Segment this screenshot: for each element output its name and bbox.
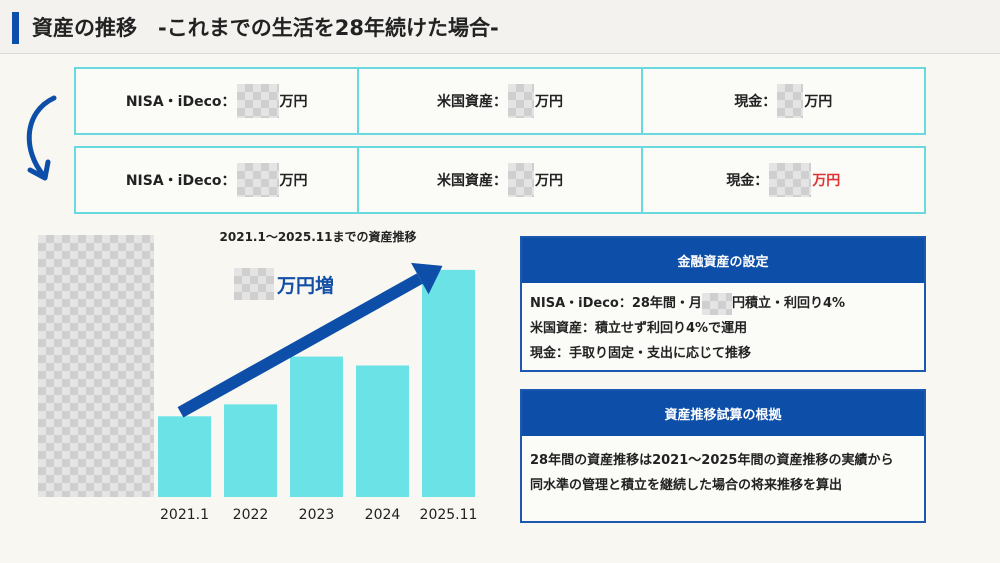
- masked-value: [236, 163, 279, 197]
- masked-image-area: [38, 235, 154, 497]
- nisa-unit: 万円: [279, 94, 308, 110]
- settings-box: 金融資産の設定 NISA・iDeco：28年間・月 円積立・利回り4% 米国資産：…: [520, 236, 926, 372]
- curved-down-arrow-icon: [26, 95, 57, 181]
- settings-line-cash: 現金：手取り固定・支出に応じて推移: [530, 346, 752, 361]
- settings-line-nisa-prefix: NISA・iDeco：28年間・月: [530, 296, 702, 311]
- bar-2025.11: [422, 269, 475, 497]
- nisa-label: NISA・iDeco：: [125, 173, 236, 189]
- x-tick-label: 2023: [299, 507, 335, 523]
- masked-value: [701, 292, 732, 315]
- x-tick-label: 2025.11: [420, 507, 478, 523]
- masked-value: [769, 163, 812, 197]
- x-tick-label: 2022: [233, 507, 269, 523]
- masked-value: [507, 84, 534, 118]
- settings-line-us: 米国資産：積立せず利回り4%で運用: [530, 321, 748, 336]
- cash-unit: 万円: [812, 173, 841, 189]
- basis-box: 資産推移試算の根拠 28年間の資産推移は2021〜2025年間の資産推移の実績か…: [520, 389, 926, 523]
- nisa-unit: 万円: [279, 173, 308, 189]
- settings-line-nisa: NISA・iDeco：28年間・月 円積立・利回り4%: [530, 291, 916, 316]
- bar-2023: [290, 356, 343, 497]
- trend-arrow-head: [411, 262, 443, 295]
- x-tick-label: 2021.1: [160, 507, 209, 523]
- settings-line-nisa-suffix: 円積立・利回り4%: [731, 296, 846, 311]
- nisa-cell: NISA・iDeco： 万円: [76, 148, 357, 212]
- bar-2024: [356, 365, 409, 497]
- cash-label: 現金：: [726, 173, 769, 189]
- masked-value: [777, 84, 804, 118]
- masked-value: [236, 84, 279, 118]
- basis-line-2: 同水準の管理と積立を継続した場合の将来推移を算出: [530, 478, 843, 493]
- increase-label: 万円増: [234, 268, 334, 300]
- basis-line-1: 28年間の資産推移は2021〜2025年間の資産推移の実績から: [530, 453, 894, 468]
- masked-value: [507, 163, 534, 197]
- cash-unit: 万円: [804, 94, 833, 110]
- increase-unit: 万円増: [277, 274, 335, 297]
- us-asset-cell: 米国資産： 万円: [357, 69, 640, 133]
- us-asset-unit: 万円: [534, 173, 563, 189]
- cash-label: 現金：: [734, 94, 777, 110]
- page-title: 資産の推移 -これまでの生活を28年続けた場合-: [32, 16, 499, 40]
- cash-cell: 現金： 万円: [640, 69, 924, 133]
- bar-chart: 2021.1 2022 2023 2024 2025.11: [158, 262, 478, 523]
- summary-row-current: NISA・iDeco： 万円 米国資産： 万円 現金： 万円: [74, 67, 926, 135]
- trend-arrow-shaft: [177, 273, 423, 418]
- settings-box-body: NISA・iDeco：28年間・月 円積立・利回り4% 米国資産：積立せず利回り4…: [522, 283, 924, 372]
- header: 資産の推移 -これまでの生活を28年続けた場合-: [0, 0, 1000, 54]
- header-accent-bar: [12, 12, 19, 44]
- bar-2022: [224, 404, 277, 497]
- masked-value: [234, 268, 274, 300]
- x-tick-label: 2024: [365, 507, 401, 523]
- bar-2021.1: [158, 416, 211, 497]
- summary-row-projected: NISA・iDeco： 万円 米国資産： 万円 現金： 万円: [74, 146, 926, 214]
- us-asset-unit: 万円: [534, 94, 563, 110]
- basis-box-title: 資産推移試算の根拠: [522, 391, 924, 436]
- us-asset-label: 米国資産：: [436, 173, 507, 189]
- nisa-label: NISA・iDeco：: [125, 94, 236, 110]
- basis-box-body: 28年間の資産推移は2021〜2025年間の資産推移の実績から 同水準の管理と積…: [522, 436, 924, 504]
- cash-cell: 現金： 万円: [640, 148, 924, 212]
- chart-title: 2021.1〜2025.11までの資産推移: [219, 230, 417, 244]
- settings-box-title: 金融資産の設定: [522, 238, 924, 283]
- us-asset-cell: 米国資産： 万円: [357, 148, 640, 212]
- us-asset-label: 米国資産：: [436, 94, 507, 110]
- nisa-cell: NISA・iDeco： 万円: [76, 69, 357, 133]
